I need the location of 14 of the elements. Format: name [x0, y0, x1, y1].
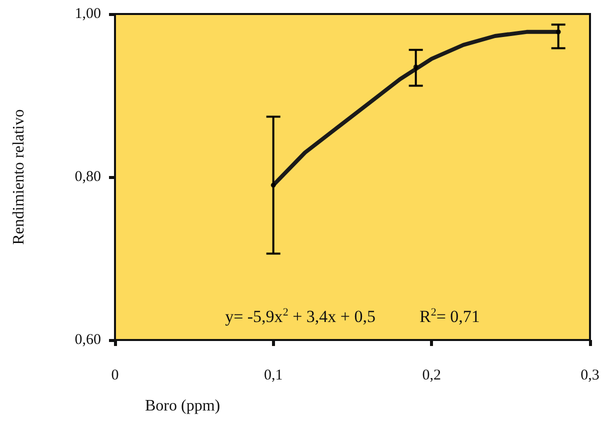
y-tick-label: 0,80 [74, 169, 101, 185]
point [270, 182, 276, 188]
annotation: R$^{2}$= 0,71 [420, 306, 480, 326]
x-tick-label: 0,1 [264, 368, 283, 384]
y-axis-title: Rendimiento relativo [10, 109, 28, 245]
y-tick-label: 0,60 [74, 332, 101, 348]
x-tick-label: 0,2 [422, 368, 442, 384]
x-tick-label: 0,3 [580, 368, 600, 384]
annotation: y= -5,9x$^{2}$ + 3,4x + 0,5 [225, 306, 376, 326]
point [413, 64, 418, 70]
x-tick-label: 0 [111, 368, 119, 384]
point [556, 29, 561, 34]
x-axis-title: Boro (ppm) [145, 398, 220, 414]
y-tick-label: 1,00 [74, 6, 101, 22]
